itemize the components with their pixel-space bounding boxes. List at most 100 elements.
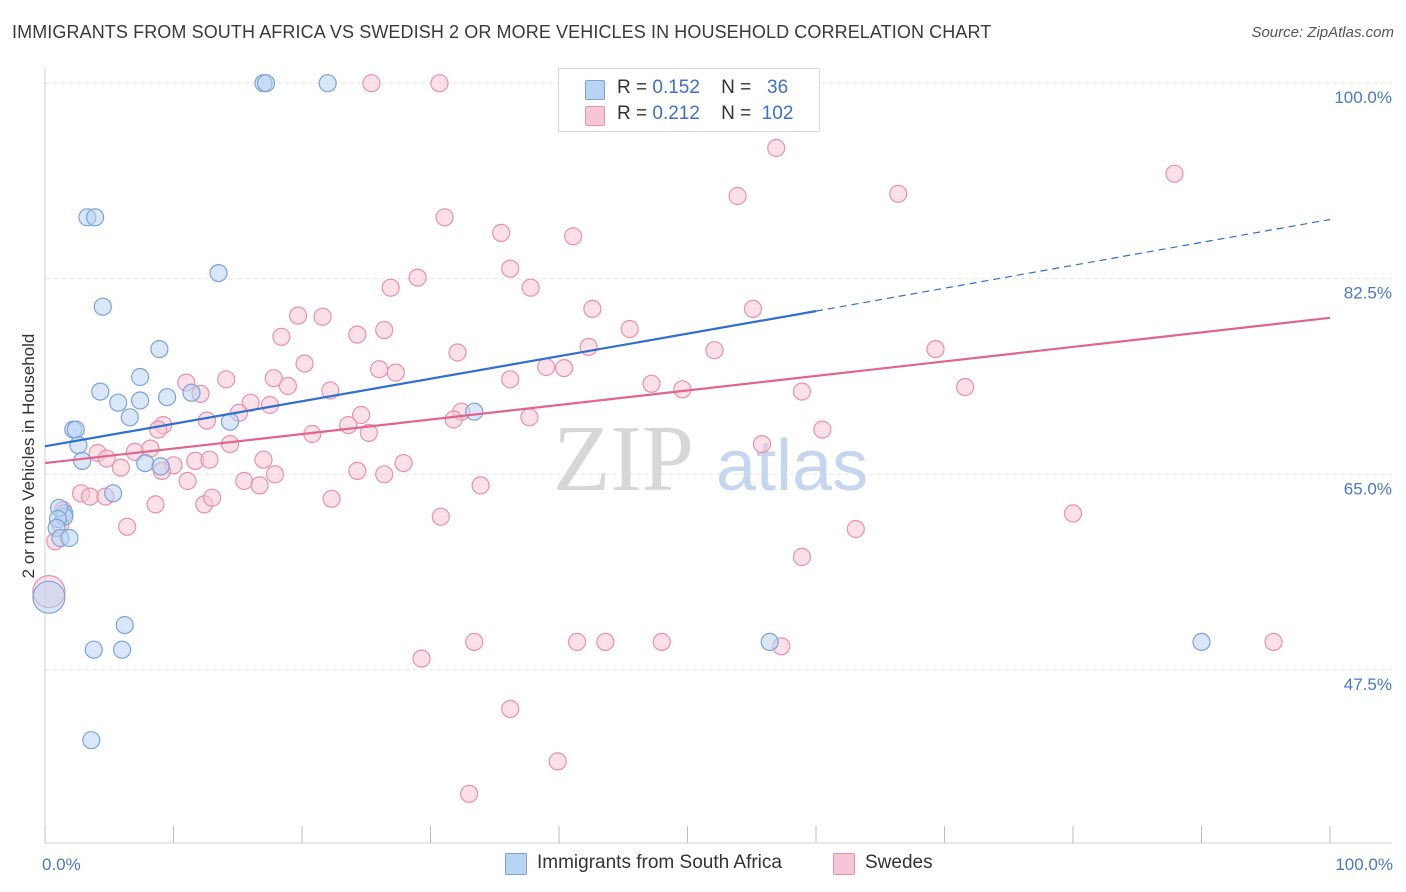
south-africa-point — [151, 457, 170, 476]
y-tick-label: 82.5% — [1344, 284, 1392, 303]
south-africa-point — [465, 402, 484, 421]
south-africa-point — [73, 451, 92, 470]
trend-lines — [44, 218, 1331, 465]
swedes-point — [1264, 632, 1283, 652]
swedes-point — [460, 784, 479, 803]
y-axis-label: 2 or more Vehicles in Household — [19, 334, 38, 579]
swedes-point — [178, 471, 197, 491]
south-africa-point — [66, 420, 85, 439]
swedes-point — [705, 341, 724, 360]
legend-swatch-pink — [585, 106, 605, 126]
watermark: ZIP atlas — [553, 407, 868, 511]
chart-title: IMMIGRANTS FROM SOUTH AFRICA VS SWEDISH … — [12, 22, 992, 42]
swedes-point — [295, 354, 314, 373]
swedes-point — [272, 327, 291, 346]
chart-source: Source: ZipAtlas.com — [1251, 24, 1394, 41]
swedes-point — [375, 465, 394, 484]
swedes-point — [408, 268, 427, 287]
swedes-point — [792, 382, 812, 401]
south-africa-point — [136, 454, 155, 473]
swedes-point — [348, 325, 367, 344]
swedes-point — [118, 517, 137, 536]
swedes-point — [846, 519, 865, 539]
swedes-point — [1063, 504, 1083, 523]
swedes-point — [743, 299, 763, 318]
legend-r-value: 0.212 — [652, 103, 700, 124]
legend-swatch-blue — [585, 80, 605, 100]
x-tick-label: 0.0% — [42, 855, 81, 874]
south-africa-point — [103, 484, 123, 503]
correlation-legend: R = 0.152 N = 36 R = 0.212 N = 102 — [558, 68, 820, 132]
south-africa-point — [131, 367, 150, 387]
south-africa-point — [1192, 632, 1211, 652]
watermark-atlas: atlas — [716, 426, 868, 506]
swedes-point — [381, 278, 400, 297]
swedes-point — [792, 547, 812, 567]
swedes-point — [265, 465, 285, 484]
south-africa-point — [318, 74, 337, 93]
legend-swatch-pink — [833, 853, 855, 875]
swedes-point — [203, 488, 222, 507]
swedes-point — [520, 408, 539, 427]
south-africa-point — [93, 297, 112, 316]
swedes-point — [501, 699, 520, 719]
south-africa-point — [256, 74, 276, 93]
swedes-point — [431, 507, 450, 526]
swedes-point — [375, 321, 394, 340]
south-africa-point — [32, 580, 66, 614]
swedes-point — [111, 458, 130, 477]
legend-n-label: N = — [721, 103, 752, 124]
swedes-point — [728, 186, 747, 206]
swedes-point — [501, 370, 520, 389]
legend-n-value: 102 — [761, 103, 794, 124]
swedes-point — [348, 461, 367, 480]
legend-r-label: R = — [617, 77, 648, 98]
swedes-point — [620, 319, 639, 339]
swedes-point — [1165, 164, 1184, 183]
swedes-point — [596, 632, 615, 652]
south-africa-trend-line — [44, 310, 817, 448]
swedes-point — [235, 471, 254, 491]
swedes-point — [220, 435, 240, 454]
swedes-point — [642, 374, 661, 393]
swedes-point — [813, 420, 832, 439]
swedes-point — [955, 378, 975, 397]
south-africa-point — [85, 208, 105, 227]
swedes-point — [254, 450, 273, 469]
swedes-point — [465, 632, 484, 652]
south-africa-point — [84, 640, 103, 659]
swedes-point — [889, 184, 908, 203]
swedes-point — [217, 370, 236, 389]
swedes-point — [492, 223, 511, 242]
swedes-point — [430, 74, 449, 93]
swedes-point — [278, 376, 297, 396]
legend-swatch-blue — [505, 853, 527, 875]
south-africa-point — [115, 615, 134, 635]
x-tick-label: 100.0% — [1335, 855, 1393, 874]
swedes-point — [352, 405, 371, 425]
swedes-point — [197, 411, 216, 430]
grid-lines — [45, 82, 1392, 671]
south-africa-point — [120, 408, 139, 427]
axes — [44, 68, 1392, 844]
south-africa-point — [91, 382, 110, 401]
legend-label: Swedes — [865, 852, 933, 873]
swedes-point — [264, 369, 283, 388]
swedes-point — [200, 450, 219, 469]
swedes-point — [652, 632, 671, 652]
swedes-point — [339, 416, 358, 435]
swedes-point — [322, 489, 341, 508]
swedes-point — [313, 307, 332, 326]
legend-r-label: R = — [617, 103, 648, 124]
legend-r-value: 0.152 — [652, 77, 700, 98]
swedes-point — [521, 278, 540, 297]
swedes-point — [471, 476, 490, 495]
swedes-point — [359, 423, 378, 442]
swedes-point — [362, 74, 381, 93]
swedes-point — [448, 343, 467, 362]
legend-label: Immigrants from South Africa — [537, 852, 782, 873]
swedes-point — [926, 340, 945, 359]
south-africa-trend-extension — [815, 218, 1331, 312]
south-africa-point — [209, 264, 228, 283]
swedes-point — [444, 410, 463, 429]
